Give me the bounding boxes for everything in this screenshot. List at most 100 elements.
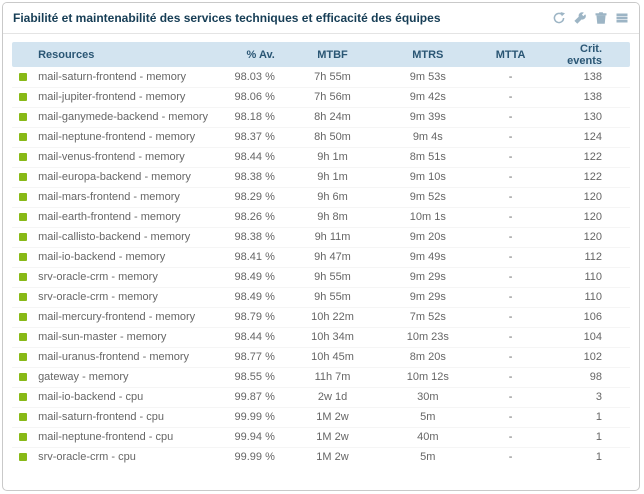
cell-resource: srv-oracle-crm - cpu — [38, 451, 136, 464]
cell-mtbf: 9h 47m — [284, 247, 381, 268]
cell-mtrs: 10m 1s — [380, 207, 476, 228]
table-row[interactable]: mail-neptune-frontend - memory 98.37 % 8… — [12, 127, 630, 148]
table-row[interactable]: mail-mars-frontend - memory 98.29 % 9h 6… — [12, 187, 630, 208]
table-row[interactable]: mail-europa-backend - memory 98.38 % 9h … — [12, 167, 630, 188]
widget-title: Fiabilité et maintenabilité des services… — [13, 11, 441, 25]
cell-mtbf: 1M 2w — [316, 451, 349, 464]
status-ok-square-icon — [19, 173, 27, 182]
cell-mtta: - — [475, 207, 546, 228]
cell-mtbf: 9h 6m — [284, 187, 381, 208]
status-ok-square-icon — [19, 273, 27, 282]
cell-crit-events: 110 — [545, 267, 630, 288]
table-row[interactable]: mail-callisto-backend - memory 98.38 % 9… — [12, 227, 630, 248]
cell-mtbf: 10h 45m — [284, 347, 381, 368]
cell-availability: 98.77 % — [220, 347, 285, 368]
cell-mtta: - — [475, 307, 546, 328]
cell-mtrs: 8m 51s — [380, 147, 476, 168]
cell-crit-events: 120 — [545, 227, 630, 248]
table-row[interactable]: srv-oracle-crm - memory 98.49 % 9h 55m 9… — [12, 267, 630, 288]
column-header-availability[interactable]: % Av. — [220, 42, 285, 67]
wrench-icon[interactable] — [573, 11, 587, 25]
cell-mtrs: 7m 52s — [380, 307, 476, 328]
table-row[interactable]: srv-oracle-crm - memory 98.49 % 9h 55m 9… — [12, 287, 630, 308]
cell-crit-events: 1 — [545, 427, 630, 448]
table-row[interactable]: mail-saturn-frontend - memory 98.03 % 7h… — [12, 67, 630, 88]
cell-availability: 99.87 % — [220, 387, 285, 408]
table-row[interactable]: gateway - memory 98.55 % 11h 7m 10m 12s … — [12, 367, 630, 388]
column-header-crit-events[interactable]: Crit. events — [545, 42, 630, 67]
status-ok-square-icon — [19, 253, 27, 262]
table-row[interactable]: mail-venus-frontend - memory 98.44 % 9h … — [12, 147, 630, 168]
table-row[interactable]: mail-uranus-frontend - memory 98.77 % 10… — [12, 347, 630, 368]
cell-crit-events: 138 — [545, 87, 630, 108]
cell-resource: mail-venus-frontend - memory — [34, 147, 221, 168]
cell-availability: 98.44 % — [220, 147, 285, 168]
cell-mtrs: 9m 42s — [380, 87, 476, 108]
table-row[interactable]: mail-ganymede-backend - memory 98.18 % 8… — [12, 107, 630, 128]
cell-resource: mail-sun-master - memory — [34, 327, 221, 348]
cell-mtta: - — [475, 347, 546, 368]
cell-mtta: - — [475, 107, 546, 128]
cell-crit-events: 122 — [545, 167, 630, 188]
status-ok-square-icon — [19, 333, 27, 342]
status-ok-square-icon — [19, 113, 27, 122]
column-header-resources[interactable]: Resources — [34, 42, 221, 67]
cell-crit-events: 110 — [545, 287, 630, 308]
cell-crit-events: 98 — [545, 367, 630, 388]
cell-mtbf: 8h 24m — [284, 107, 381, 128]
cell-crit-events: 122 — [545, 147, 630, 168]
table-row[interactable]: mail-neptune-frontend - cpu 99.94 % 1M 2… — [12, 427, 630, 448]
cell-crit-events: 1 — [595, 451, 602, 464]
cell-availability: 98.49 % — [220, 287, 285, 308]
cell-availability: 99.94 % — [220, 427, 285, 448]
cell-crit-events: 124 — [545, 127, 630, 148]
cell-mtrs: 40m — [380, 427, 476, 448]
cell-mtbf: 9h 8m — [284, 207, 381, 228]
cell-resource: mail-neptune-frontend - cpu — [34, 427, 221, 448]
cell-crit-events: 138 — [545, 67, 630, 88]
cell-resource: mail-ganymede-backend - memory — [34, 107, 221, 128]
cell-crit-events: 104 — [545, 327, 630, 348]
table-row[interactable]: mail-earth-frontend - memory 98.26 % 9h … — [12, 207, 630, 228]
status-ok-square-icon — [19, 293, 27, 302]
move-handle-icon[interactable] — [615, 11, 629, 25]
column-header-mtta[interactable]: MTTA — [475, 42, 546, 67]
table-row[interactable]: mail-mercury-frontend - memory 98.79 % 1… — [12, 307, 630, 328]
cell-resource: mail-neptune-frontend - memory — [34, 127, 221, 148]
table-body: mail-saturn-frontend - memory 98.03 % 7h… — [12, 67, 630, 467]
cell-mtta: - — [475, 367, 546, 388]
cell-availability: 99.99 % — [234, 451, 275, 464]
status-ok-square-icon — [19, 213, 27, 222]
table-row[interactable]: mail-io-backend - cpu 99.87 % 2w 1d 30m … — [12, 387, 630, 408]
table-row[interactable]: mail-sun-master - memory 98.44 % 10h 34m… — [12, 327, 630, 348]
services-table: Resources % Av. MTBF MTRS MTTA Crit. eve… — [12, 42, 630, 467]
cell-mtta: - — [475, 187, 546, 208]
cell-mtta: - — [475, 247, 546, 268]
cell-mtbf: 9h 11m — [284, 227, 381, 248]
status-ok-square-icon — [19, 133, 27, 142]
table-row[interactable]: mail-saturn-frontend - cpu 99.99 % 1M 2w… — [12, 407, 630, 428]
cell-availability: 98.79 % — [220, 307, 285, 328]
cell-mtrs: 8m 20s — [380, 347, 476, 368]
table-row[interactable]: mail-io-backend - memory 98.41 % 9h 47m … — [12, 247, 630, 268]
cell-availability: 98.38 % — [220, 167, 285, 188]
cell-crit-events: 3 — [545, 387, 630, 408]
column-header-mtbf[interactable]: MTBF — [284, 42, 381, 67]
trash-icon[interactable] — [594, 11, 608, 25]
cell-mtbf: 7h 56m — [284, 87, 381, 108]
cell-availability: 98.18 % — [220, 107, 285, 128]
table-row[interactable]: mail-jupiter-frontend - memory 98.06 % 7… — [12, 87, 630, 108]
cell-resource: gateway - memory — [34, 367, 221, 388]
cell-mtrs: 10m 12s — [380, 367, 476, 388]
widget-header: Fiabilité et maintenabilité des services… — [3, 3, 639, 34]
table-row[interactable]: srv-oracle-crm - cpu 99.99 % 1M 2w 5m - … — [12, 447, 630, 467]
column-header-mtrs[interactable]: MTRS — [380, 42, 476, 67]
cell-mtta: - — [475, 227, 546, 248]
cell-mtbf: 7h 55m — [284, 67, 381, 88]
status-ok-square-icon — [19, 93, 27, 102]
cell-availability: 98.44 % — [220, 327, 285, 348]
cell-resource: mail-mercury-frontend - memory — [34, 307, 221, 328]
refresh-icon[interactable] — [552, 11, 566, 25]
cell-mtrs: 9m 49s — [380, 247, 476, 268]
